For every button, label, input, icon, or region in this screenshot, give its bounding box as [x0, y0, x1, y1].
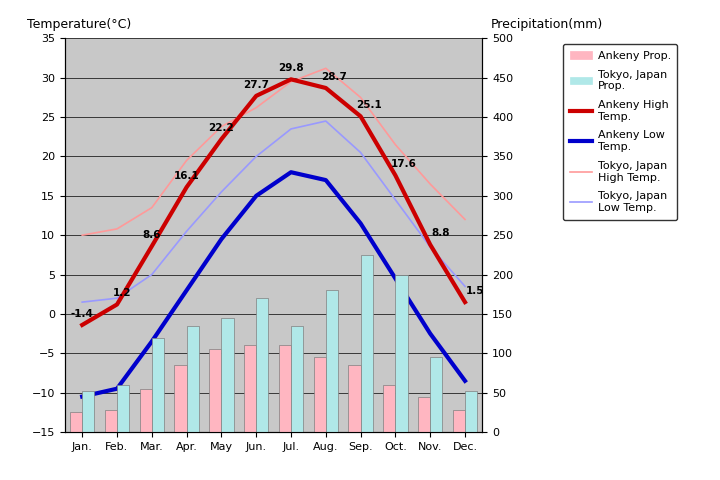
Ankeny Low Temp.	[182, 288, 191, 293]
Tokyo, Japan High Temp.	[426, 181, 435, 187]
Bar	[348, 365, 361, 432]
Tokyo, Japan Low Temp.	[252, 154, 261, 159]
Bar	[105, 410, 117, 432]
Bar	[70, 412, 82, 432]
Text: 8.8: 8.8	[431, 228, 450, 239]
Text: 22.2: 22.2	[209, 123, 234, 133]
Text: 29.8: 29.8	[278, 63, 304, 73]
Ankeny Low Temp.	[321, 177, 330, 183]
Tokyo, Japan High Temp.	[217, 124, 226, 130]
Bar	[395, 275, 408, 432]
Tokyo, Japan Low Temp.	[461, 284, 469, 289]
Tokyo, Japan Low Temp.	[78, 299, 86, 305]
Tokyo, Japan Low Temp.	[287, 126, 295, 132]
Ankeny Low Temp.	[217, 236, 226, 242]
Bar	[152, 337, 164, 432]
Tokyo, Japan High Temp.	[252, 105, 261, 110]
Text: 28.7: 28.7	[322, 72, 348, 82]
Ankeny High Temp.	[112, 301, 121, 307]
Tokyo, Japan High Temp.	[182, 157, 191, 163]
Text: 25.1: 25.1	[356, 100, 382, 110]
Text: -1.4: -1.4	[71, 309, 94, 319]
Bar	[210, 349, 221, 432]
Ankeny Low Temp.	[112, 386, 121, 392]
Ankeny High Temp.	[391, 172, 400, 178]
Ankeny High Temp.	[426, 242, 435, 248]
Text: 8.6: 8.6	[143, 230, 161, 240]
Ankeny Low Temp.	[287, 169, 295, 175]
Text: Temperature(°C): Temperature(°C)	[27, 18, 132, 31]
Tokyo, Japan High Temp.	[148, 205, 156, 211]
Ankeny High Temp.	[148, 243, 156, 249]
Line: Ankeny High Temp.: Ankeny High Temp.	[82, 79, 465, 325]
Bar	[453, 410, 465, 432]
Text: 27.7: 27.7	[243, 80, 269, 90]
Bar	[82, 391, 94, 432]
Tokyo, Japan High Temp.	[287, 79, 295, 84]
Line: Tokyo, Japan Low Temp.: Tokyo, Japan Low Temp.	[82, 121, 465, 302]
Ankeny Low Temp.	[426, 331, 435, 336]
Tokyo, Japan Low Temp.	[391, 197, 400, 203]
Line: Ankeny Low Temp.: Ankeny Low Temp.	[82, 172, 465, 396]
Ankeny Low Temp.	[391, 276, 400, 281]
Tokyo, Japan Low Temp.	[112, 295, 121, 301]
Bar	[325, 290, 338, 432]
Text: Precipitation(mm): Precipitation(mm)	[491, 18, 603, 31]
Ankeny Low Temp.	[461, 378, 469, 384]
Bar	[431, 357, 442, 432]
Tokyo, Japan High Temp.	[321, 65, 330, 71]
Ankeny Low Temp.	[356, 220, 365, 226]
Ankeny High Temp.	[252, 93, 261, 99]
Tokyo, Japan Low Temp.	[356, 150, 365, 156]
Text: 1.5: 1.5	[466, 286, 485, 296]
Bar	[314, 357, 325, 432]
Bar	[383, 385, 395, 432]
Tokyo, Japan Low Temp.	[148, 272, 156, 277]
Tokyo, Japan Low Temp.	[182, 228, 191, 234]
Legend: Ankeny Prop., Tokyo, Japan
Prop., Ankeny High
Temp., Ankeny Low
Temp., Tokyo, Ja: Ankeny Prop., Tokyo, Japan Prop., Ankeny…	[563, 44, 678, 220]
Tokyo, Japan Low Temp.	[426, 244, 435, 250]
Bar	[361, 255, 373, 432]
Bar	[279, 346, 291, 432]
Ankeny High Temp.	[217, 136, 226, 142]
Bar	[186, 326, 199, 432]
Bar	[222, 318, 233, 432]
Text: 16.1: 16.1	[174, 171, 199, 181]
Tokyo, Japan High Temp.	[356, 95, 365, 100]
Ankeny High Temp.	[287, 76, 295, 82]
Tokyo, Japan Low Temp.	[217, 189, 226, 195]
Tokyo, Japan Low Temp.	[321, 118, 330, 124]
Bar	[244, 346, 256, 432]
Ankeny High Temp.	[78, 322, 86, 328]
Text: 17.6: 17.6	[391, 159, 417, 169]
Tokyo, Japan High Temp.	[78, 232, 86, 238]
Text: 1.2: 1.2	[113, 288, 132, 298]
Bar	[174, 365, 186, 432]
Ankeny High Temp.	[356, 113, 365, 119]
Ankeny High Temp.	[461, 299, 469, 305]
Tokyo, Japan High Temp.	[112, 226, 121, 232]
Ankeny Low Temp.	[148, 338, 156, 344]
Bar	[418, 396, 430, 432]
Bar	[117, 385, 129, 432]
Bar	[291, 326, 303, 432]
Tokyo, Japan High Temp.	[461, 216, 469, 222]
Bar	[256, 298, 269, 432]
Ankeny High Temp.	[321, 85, 330, 91]
Bar	[140, 389, 152, 432]
Ankeny High Temp.	[182, 184, 191, 190]
Ankeny Low Temp.	[78, 394, 86, 399]
Bar	[465, 391, 477, 432]
Ankeny Low Temp.	[252, 193, 261, 199]
Tokyo, Japan High Temp.	[391, 142, 400, 147]
Line: Tokyo, Japan High Temp.: Tokyo, Japan High Temp.	[82, 68, 465, 235]
